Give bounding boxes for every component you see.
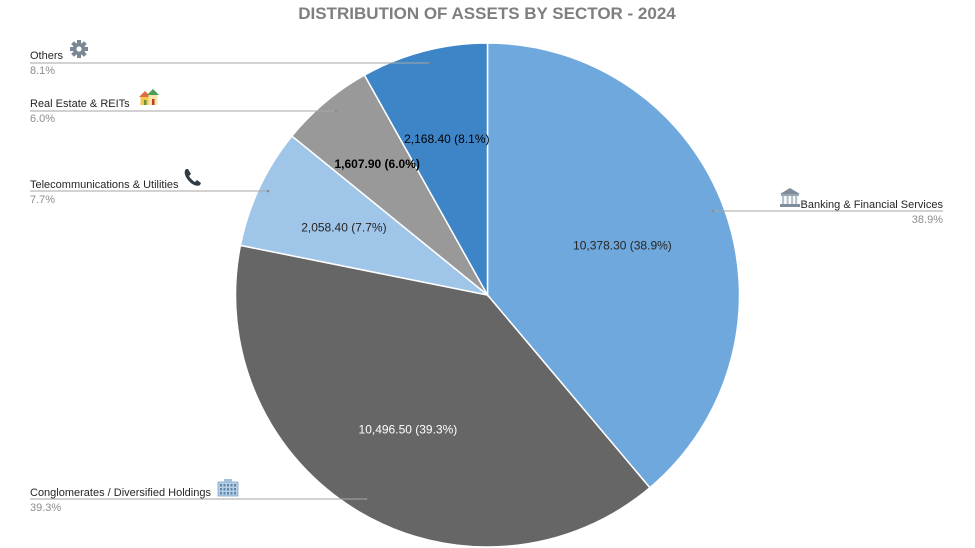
leader-dot-real-estate-reits xyxy=(334,109,338,113)
pie-slice-banking-financial-services xyxy=(486,42,741,489)
legend-label-others: Others xyxy=(30,50,64,62)
legend-percent-conglomerates-diversified-holdings: 39.3% xyxy=(30,502,61,514)
slice-value-label-real-estate-reits: 1,607.90 (6.0%) xyxy=(335,157,420,171)
slice-value-label-others: 2,168.40 (8.1%) xyxy=(404,132,489,146)
slice-value-label-conglomerates-diversified-holdings: 10,496.50 (39.3%) xyxy=(359,422,458,436)
slice-value-label-telecommunications-utilities: 2,058.40 (7.7%) xyxy=(301,220,386,234)
houses-icon xyxy=(139,89,159,105)
leader-dot-conglomerates-diversified-holdings xyxy=(364,497,368,501)
pie-slice-telecommunications-utilities xyxy=(239,135,488,296)
pie-slices xyxy=(234,42,741,548)
leader-dot-banking-financial-services xyxy=(711,209,715,213)
legend-percent-others: 8.1% xyxy=(30,65,55,77)
slice-value-label-banking-financial-services: 10,378.30 (38.9%) xyxy=(573,239,672,253)
legend-label-banking-financial-services: Banking & Financial Services xyxy=(801,199,944,211)
legend-percent-banking-financial-services: 38.9% xyxy=(912,214,943,226)
pie-outer-labels: Banking & Financial Services 38.9% Conglom… xyxy=(30,40,943,514)
legend-label-real-estate-reits: Real Estate & REITs xyxy=(30,98,130,110)
phone-icon xyxy=(184,169,201,186)
chart-title: DISTRIBUTION OF ASSETS BY SECTOR - 2024 xyxy=(298,4,676,23)
leader-dot-others xyxy=(426,61,430,65)
bank-icon xyxy=(780,188,800,207)
legend-percent-telecommunications-utilities: 7.7% xyxy=(30,194,55,206)
office-building-icon xyxy=(217,479,239,497)
legend-label-conglomerates-diversified-holdings: Conglomerates / Diversified Holdings xyxy=(30,487,211,499)
pie-slice-labels: 10,378.30 (38.9%) 10,496.50 (39.3%) 2,058.… xyxy=(301,132,672,437)
leader-dot-telecommunications-utilities xyxy=(266,189,270,193)
pie-slice-others xyxy=(363,42,489,298)
pie-slice-conglomerates-diversified-holdings xyxy=(234,244,651,548)
gear-icon xyxy=(70,40,88,58)
legend-label-telecommunications-utilities: Telecommunications & Utilities xyxy=(30,179,179,191)
legend-percent-real-estate-reits: 6.0% xyxy=(30,113,55,125)
